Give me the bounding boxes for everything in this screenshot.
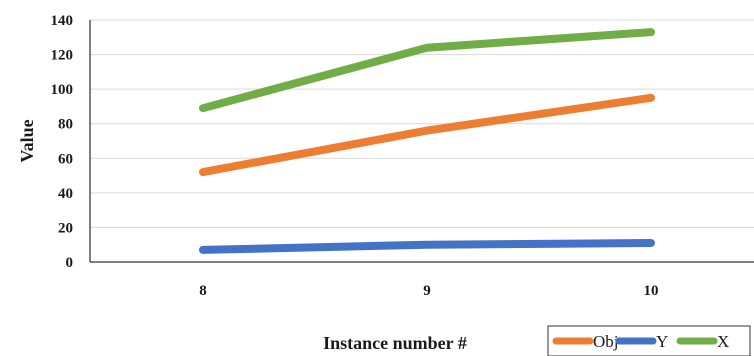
y-axis-title: Value <box>17 119 37 162</box>
series-lines <box>199 28 655 254</box>
x-axis-title: Instance number # <box>323 333 467 353</box>
legend-label-x: X <box>717 332 729 351</box>
y-tick-label: 60 <box>58 151 73 167</box>
legend: Obj Y X <box>547 325 751 356</box>
legend-label-obj: Obj <box>593 332 619 351</box>
legend-items: Obj Y X <box>552 332 729 351</box>
series-line-y <box>199 239 655 254</box>
y-tick-label: 120 <box>51 48 74 64</box>
y-tick-label: 40 <box>58 186 73 202</box>
gridlines <box>90 19 754 228</box>
series-line-x <box>199 28 655 113</box>
axes <box>89 20 754 263</box>
x-tick-labels: 8 9 10 <box>199 283 658 299</box>
y-tick-label: 0 <box>66 255 74 271</box>
x-tick-label: 10 <box>644 283 659 299</box>
y-tick-label: 100 <box>51 82 74 98</box>
x-tick-label: 8 <box>199 283 207 299</box>
series-line-obj <box>199 93 655 177</box>
y-tick-label: 140 <box>51 13 74 29</box>
x-tick-label: 9 <box>423 283 431 299</box>
y-tick-label: 20 <box>58 220 73 236</box>
y-tick-labels: 0 20 40 60 80 100 120 140 <box>51 13 74 271</box>
y-tick-label: 80 <box>58 117 73 133</box>
legend-label-y: Y <box>656 332 668 351</box>
